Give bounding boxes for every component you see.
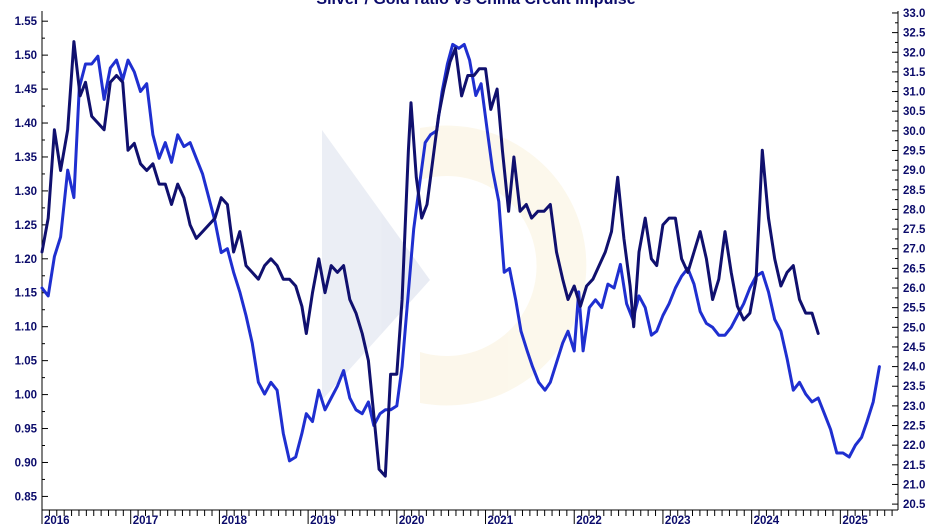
- y-right-tick-label: 25.0: [903, 322, 925, 334]
- x-tick-label: 2023: [665, 515, 691, 525]
- y-left-tick-label: 1.20: [15, 254, 37, 266]
- x-tick-label: 2019: [310, 515, 336, 525]
- y-left-tick-label: 1.45: [15, 84, 38, 96]
- y-right-tick-label: 29.0: [903, 165, 925, 177]
- y-axis-left: 0.85 0.90 0.95 1.00 1.05 1.10 1.15 1.20 1.25 1.30…: [15, 16, 48, 503]
- y-left-tick-label: 0.95: [15, 424, 38, 436]
- y-right-tick-label: 26.5: [903, 263, 926, 275]
- y-right-tick-label: 30.0: [903, 126, 925, 138]
- x-tick-label: 2024: [754, 515, 780, 525]
- y-right-tick-label: 23.5: [903, 381, 926, 393]
- y-right-tick-label: 27.5: [903, 224, 926, 236]
- y-left-tick-label: 1.30: [15, 186, 37, 198]
- y-right-tick-label: 30.5: [903, 106, 926, 118]
- y-left-tick-label: 0.90: [15, 457, 37, 469]
- y-right-tick-label: 25.5: [903, 303, 926, 315]
- y-left-tick-label: 1.40: [15, 118, 37, 130]
- y-right-tick-label: 28.5: [903, 185, 926, 197]
- series-layer: [40, 40, 881, 478]
- y-left-tick-label: 1.00: [15, 390, 37, 402]
- x-tick-label: 2025: [842, 515, 868, 525]
- y-right-tick-label: 32.5: [903, 28, 926, 40]
- x-tick-label: 2020: [399, 515, 425, 525]
- y-left-tick-label: 1.10: [15, 322, 37, 334]
- x-tick-label: 2022: [576, 515, 602, 525]
- y-right-tick-label: 28.0: [903, 204, 925, 216]
- x-axis: 2016 2017 2018 2019 2020 2021 2022 2023 2024 2025: [41, 510, 893, 525]
- y-left-tick-label: 1.55: [15, 16, 38, 28]
- y-right-tick-label: 27.0: [903, 244, 925, 256]
- y-right-tick-label: 22.5: [903, 421, 926, 433]
- y-right-tick-label: 20.5: [903, 499, 926, 511]
- axes: [41, 11, 899, 511]
- y-right-tick-label: 24.0: [903, 362, 925, 374]
- y-left-tick-label: 0.85: [15, 491, 38, 503]
- y-right-tick-label: 23.0: [903, 401, 925, 413]
- series-line-left: [40, 40, 820, 478]
- y-right-tick-label: 22.0: [903, 440, 925, 452]
- x-tick-label: 2016: [44, 515, 70, 525]
- y-left-tick-label: 1.15: [15, 288, 38, 300]
- y-right-tick-label: 26.0: [903, 283, 925, 295]
- y-right-tick-label: 21.0: [903, 479, 925, 491]
- y-left-tick-label: 1.35: [15, 152, 38, 164]
- x-tick-label: 2017: [133, 515, 159, 525]
- y-left-tick-label: 1.25: [15, 220, 38, 232]
- y-axis-right: 20.5 21.0 21.5 22.0 22.5 23.0 23.5 24.0 24.5 25.0…: [892, 8, 926, 511]
- x-tick-label: 2021: [488, 515, 514, 525]
- series-line-right: [40, 42, 881, 463]
- watermark: [322, 125, 587, 406]
- x-tick-label: 2018: [221, 515, 247, 525]
- y-right-tick-label: 24.5: [903, 342, 926, 354]
- y-right-tick-label: 21.5: [903, 460, 926, 472]
- y-right-tick-label: 31.5: [903, 67, 926, 79]
- y-right-tick-label: 33.0: [903, 8, 925, 20]
- y-left-tick-label: 1.05: [15, 356, 38, 368]
- y-right-tick-label: 32.0: [903, 47, 925, 59]
- y-right-tick-label: 29.5: [903, 145, 926, 157]
- y-left-tick-label: 1.50: [15, 50, 37, 62]
- y-right-tick-label: 31.0: [903, 87, 925, 99]
